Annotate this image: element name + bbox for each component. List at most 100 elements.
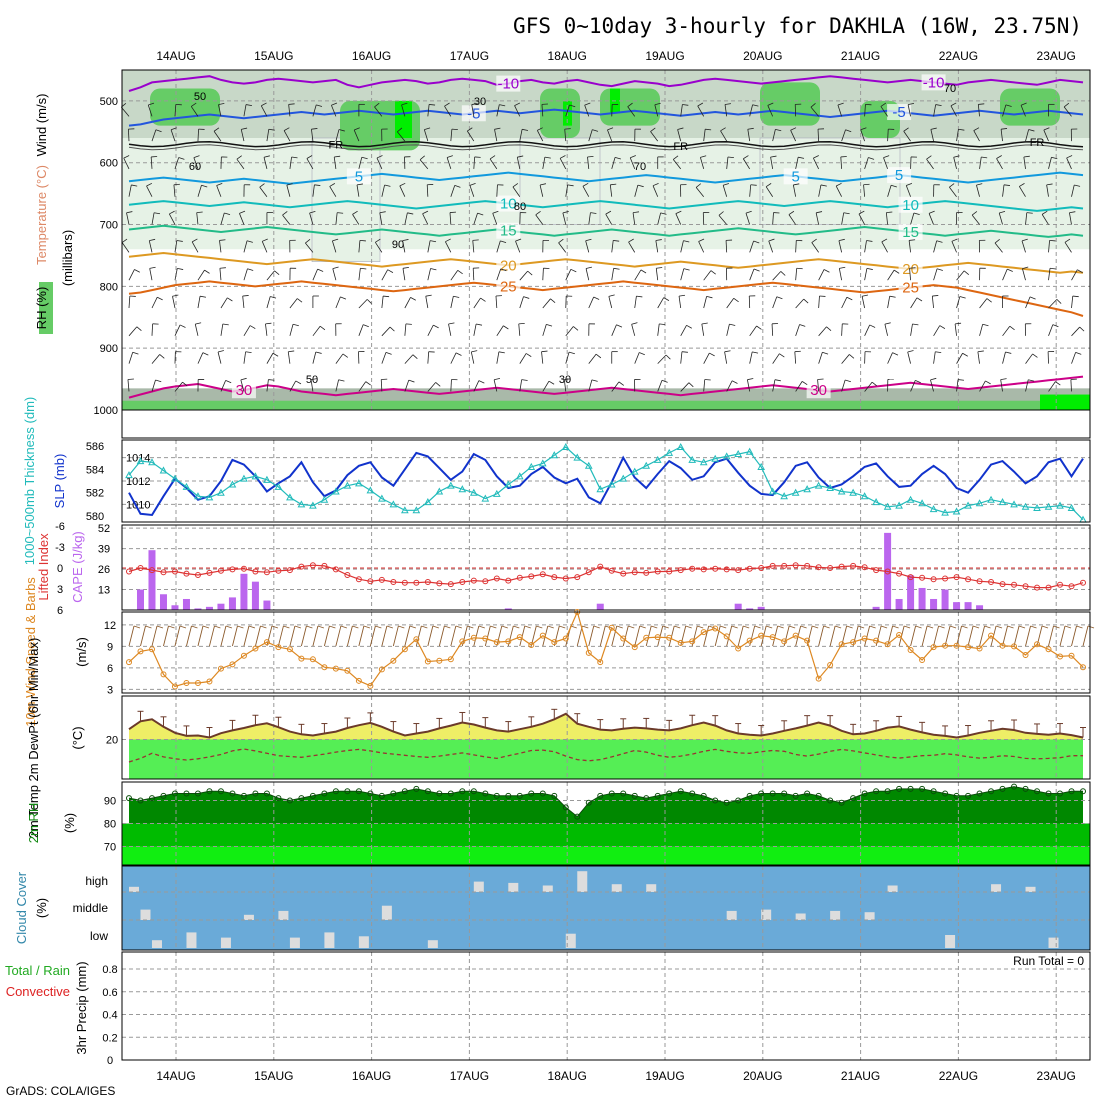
wind-barb (841, 354, 850, 364)
wind-barb (652, 185, 659, 197)
wind-barb-flag (849, 354, 855, 359)
surface-wind-barb-flag (662, 625, 669, 629)
wind-barb (718, 215, 727, 225)
isotherm-label-bg (461, 105, 486, 122)
wind-barb (353, 129, 360, 142)
wind-barb (1069, 212, 1072, 225)
wind-barb (655, 240, 659, 253)
wind-barb-flag (660, 212, 667, 215)
wind-barb-flag (793, 183, 800, 186)
cloud-bar (473, 881, 484, 892)
rh2m-marker (850, 795, 857, 802)
lifted-index-marker (551, 574, 558, 581)
wind-barb-flag (913, 212, 920, 216)
rh2m-marker (861, 790, 868, 797)
wind10m-speed-marker (390, 657, 397, 664)
wind-barb (168, 213, 176, 225)
surface-wind-barb (1025, 625, 1031, 647)
wind-barb-flag (500, 268, 507, 272)
wind-barb-flag (718, 211, 724, 216)
wind-barb (951, 241, 957, 253)
wind-barb (1063, 106, 1072, 117)
x-tick-label-bottom: 14AUG (156, 1069, 195, 1083)
wind-barb (994, 242, 1003, 253)
wind-barb-flag (700, 155, 707, 158)
wind-barb (841, 379, 846, 392)
wind-barb (335, 379, 339, 392)
wind-barb-flag (723, 183, 730, 186)
wind-barb (151, 354, 161, 364)
wind-barb (930, 129, 934, 142)
x-tick-label-top: 22AUG (939, 49, 978, 63)
wind-barb (496, 325, 504, 337)
cloud-bar (795, 913, 806, 920)
surface-wind-barb-flag (972, 625, 980, 629)
wind-barb (516, 157, 521, 169)
lifted-index-marker (953, 574, 960, 581)
wind-barb (884, 324, 888, 336)
wind-barb-flag (499, 104, 506, 107)
thickness-tick-label: 582 (86, 488, 104, 500)
surface-wind-barb-flag (720, 625, 727, 629)
panel-frame (121, 781, 1091, 866)
wind-barb (427, 104, 430, 117)
isotherm-label: 5 (791, 168, 799, 185)
wind-barb (331, 105, 337, 117)
x-tick-label-bottom: 22AUG (939, 1069, 978, 1083)
wind10m-speed-marker (126, 659, 132, 666)
surface-wind-barb (599, 625, 606, 647)
wind-barb-flag (639, 352, 645, 356)
wind-barb-flag (1032, 353, 1038, 358)
wind-barb-flag (747, 378, 754, 381)
isotherm-line (128, 171, 1084, 185)
wind-barb (335, 212, 338, 225)
wind10m-speed-marker (298, 655, 305, 662)
wind-barb-flag (457, 270, 463, 275)
wind-barb (933, 104, 937, 117)
wind-barb (910, 212, 915, 225)
wind10m-speed-marker (401, 646, 408, 653)
wind-barb-flag (893, 269, 900, 274)
cloud-bar (358, 936, 369, 948)
wind-barb-flag (1074, 184, 1081, 187)
lifted-index-marker (252, 568, 259, 575)
wind-barb-flag (618, 381, 625, 386)
lifted-index-marker (148, 567, 155, 574)
wind10m-speed-marker (286, 646, 293, 653)
wind-barb-flag (869, 324, 876, 328)
wind-barb-flag (1022, 266, 1029, 269)
wind-barb (976, 185, 980, 197)
surface-wind-barb (553, 625, 560, 647)
wind-barb (128, 352, 134, 364)
wind-barb-flag (310, 378, 318, 380)
cape-bar (228, 597, 236, 610)
wind-barb (864, 268, 868, 281)
surface-wind-barb-flag (317, 625, 325, 629)
wind-barb (1002, 351, 1006, 364)
lifted-index-marker (907, 574, 914, 581)
wind-barb-flag (134, 269, 140, 273)
surface-wind-barb (611, 625, 618, 647)
surface-wind-barb (783, 625, 790, 647)
temp2m-axis-label: 2m Temp 2m DewPt (6hr Min/Max) (26, 638, 41, 839)
wind-barb-flag (222, 323, 229, 326)
wind-barb (128, 184, 132, 197)
wind-barb (588, 212, 591, 225)
wind-barb-flag (471, 350, 478, 353)
rh2m-marker (390, 790, 397, 797)
rh2m-marker (332, 788, 339, 795)
wind-barb-flag (930, 127, 937, 130)
cape-tick-label: 52 (98, 523, 110, 535)
wind-barb (535, 214, 544, 225)
wind10m-speed-marker (1045, 646, 1052, 653)
surface-wind-barb-flag (789, 625, 796, 629)
surface-wind-barb-flag (823, 625, 830, 629)
wind-barb-flag (305, 238, 311, 244)
wind-barb-flag (1005, 104, 1012, 107)
wind-barb (703, 296, 707, 309)
wind-barb-flag (1009, 325, 1015, 331)
surface-wind-barb-flag (846, 625, 853, 629)
thickness-marker (1067, 503, 1076, 511)
precip-rain-legend: Total / Rain (5, 963, 70, 978)
wind-barb (1064, 242, 1072, 253)
